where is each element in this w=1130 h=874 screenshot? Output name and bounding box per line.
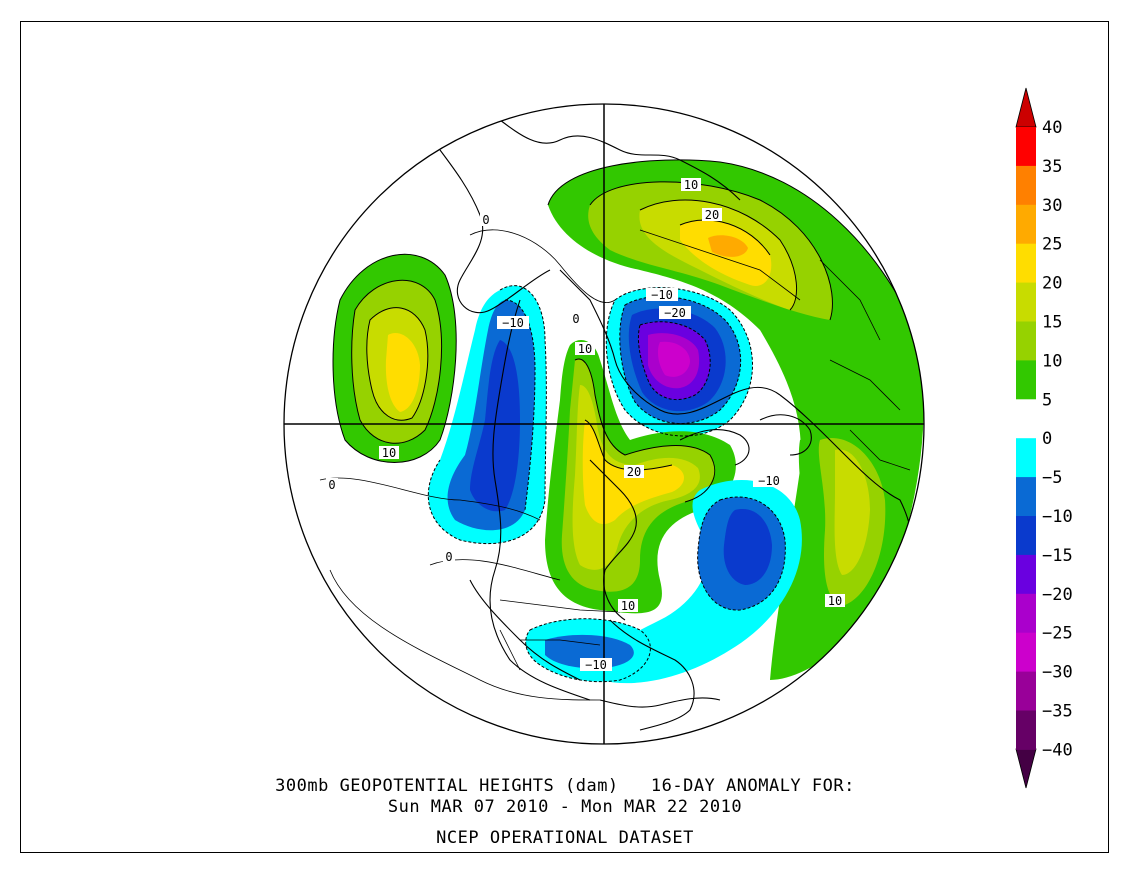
colorbar-swatch <box>1016 516 1036 556</box>
label-minus20-arctic: −20 <box>659 306 691 320</box>
colorbar-level-label: −30 <box>1042 663 1073 683</box>
colorbar: 40 35 30 25 20 15 10 5 0 −5 −10 −15 −20 −25 −30 −35 −40 <box>1015 87 1073 789</box>
colorbar-level-label: −10 <box>1042 507 1073 527</box>
trough-arctic-minus30 <box>657 341 690 377</box>
svg-text:0: 0 <box>445 550 452 564</box>
colorbar-swatch <box>1016 282 1036 322</box>
svg-text:20: 20 <box>705 208 719 222</box>
colorbar-swatch <box>1016 399 1036 439</box>
country-borders <box>499 229 911 671</box>
colorbar-level-label: 5 <box>1042 390 1052 410</box>
svg-text:−10: −10 <box>758 474 780 488</box>
contour-labels: 10 20 −10 −20 10 −10 0 10 20 −10 10 0 0 … <box>326 178 845 672</box>
colorbar-swatch <box>1016 321 1036 361</box>
label-0-nw: 0 <box>480 213 492 227</box>
svg-text:−10: −10 <box>651 288 673 302</box>
colorbar-level-label: 0 <box>1042 429 1052 449</box>
caption-date-range: Sun MAR 07 2010 - Mon MAR 22 2010 <box>387 797 743 817</box>
colorbar-level-label: 35 <box>1042 157 1062 177</box>
svg-text:10: 10 <box>684 178 698 192</box>
colorbar-swatch <box>1016 671 1036 711</box>
ridge-east-15 <box>834 449 870 575</box>
colorbar-swatch <box>1016 593 1036 634</box>
label-10-greenland: 10 <box>575 342 595 356</box>
colorbar-level-label: −25 <box>1042 624 1073 644</box>
svg-text:−20: −20 <box>664 306 686 320</box>
colorbar-top-arrow <box>1015 87 1037 128</box>
colorbar-level-label: 40 <box>1042 118 1062 138</box>
svg-text:0: 0 <box>328 478 335 492</box>
label-20-central: 20 <box>624 465 644 479</box>
label-minus10-west: −10 <box>497 316 529 330</box>
colorbar-level-label: −15 <box>1042 546 1073 566</box>
anomaly-field <box>319 119 924 731</box>
colorbar-swatch <box>1016 165 1036 206</box>
label-minus10-east: −10 <box>753 474 785 488</box>
colorbar-level-label: −35 <box>1042 702 1073 722</box>
label-20-eurasia: 20 <box>702 208 722 222</box>
caption-dataset: NCEP OPERATIONAL DATASET <box>436 828 694 848</box>
colorbar-level-label: 15 <box>1042 313 1062 333</box>
colorbar-level-label: −20 <box>1042 585 1073 605</box>
colorbar-level-label: 30 <box>1042 196 1062 216</box>
svg-text:−10: −10 <box>502 316 524 330</box>
svg-text:10: 10 <box>828 594 842 608</box>
label-10-pacific: 10 <box>379 446 399 460</box>
plot-frame <box>20 21 1109 853</box>
svg-text:10: 10 <box>382 446 396 460</box>
caption-title: 300mb GEOPOTENTIAL HEIGHTS (dam) 16-DAY … <box>275 776 855 796</box>
svg-text:−10: −10 <box>585 658 607 672</box>
label-10-southeast: 10 <box>825 594 845 608</box>
colorbar-level-label: 25 <box>1042 235 1062 255</box>
label-0-sw-a: 0 <box>326 478 338 492</box>
colorbar-swatch <box>1016 710 1036 750</box>
svg-text:10: 10 <box>621 599 635 613</box>
svg-text:0: 0 <box>482 213 489 227</box>
label-10-south: 10 <box>618 599 638 613</box>
colorbar-swatch <box>1016 438 1036 478</box>
label-10-eurasia: 10 <box>681 178 701 192</box>
colorbar-swatch <box>1016 477 1036 517</box>
ridge-eurasia-25 <box>708 235 748 257</box>
colorbar-swatch <box>1016 127 1036 167</box>
label-0-west: 0 <box>570 312 582 326</box>
colorbar-level-label: −40 <box>1042 740 1073 760</box>
label-0-sw-b: 0 <box>443 550 455 564</box>
label-minus10-arctic: −10 <box>646 288 678 302</box>
colorbar-swatch <box>1016 204 1036 245</box>
colorbar-level-label: 20 <box>1042 274 1062 294</box>
label-minus10-south: −10 <box>580 658 612 672</box>
colorbar-level-label: 10 <box>1042 351 1062 371</box>
svg-text:0: 0 <box>572 312 579 326</box>
svg-text:10: 10 <box>578 342 592 356</box>
svg-text:20: 20 <box>627 465 641 479</box>
colorbar-level-label: −5 <box>1042 468 1062 488</box>
ridge-pacific-20 <box>385 333 420 412</box>
colorbar-swatch <box>1016 632 1036 673</box>
colorbar-swatch <box>1016 360 1036 400</box>
colorbar-swatch <box>1016 243 1036 284</box>
trough-east-minus15 <box>723 509 772 585</box>
colorbar-swatch <box>1016 554 1036 595</box>
contour-lines <box>319 159 916 701</box>
